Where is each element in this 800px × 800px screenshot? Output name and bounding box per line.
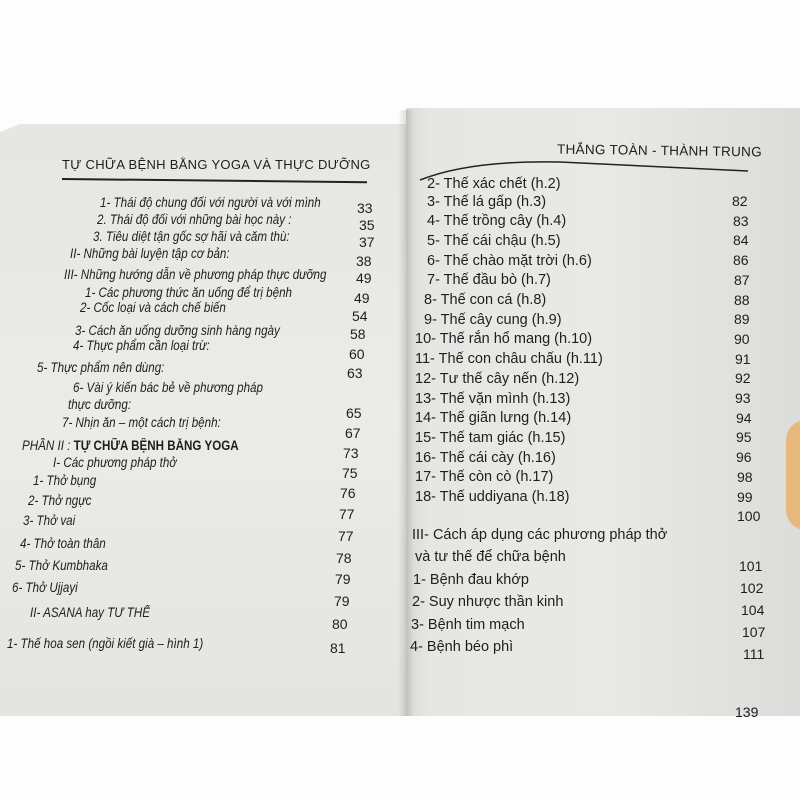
left-toc-page-number: 63	[347, 365, 363, 381]
left-toc-page-number: 38	[356, 253, 372, 269]
right-toc-page-number: 100	[737, 508, 761, 524]
right-toc-page-number: 102	[740, 580, 764, 596]
left-toc-page-number: 49	[354, 290, 370, 306]
left-toc-page-number: 77	[339, 506, 355, 522]
right-toc-page-number: 98	[737, 468, 753, 485]
left-toc-entry: 4- Thở toàn thân	[20, 536, 106, 551]
left-toc-entry: I- Các phương pháp thở	[53, 455, 177, 470]
left-toc-entry: 1- Thế hoa sen (ngồi kiết già – hình 1)	[7, 636, 204, 651]
right-toc-page-number: 83	[733, 212, 749, 229]
left-toc-page-number: 76	[340, 485, 356, 501]
left-toc-page-number: 49	[356, 270, 372, 286]
left-toc-page-number: 35	[359, 217, 375, 233]
left-toc-entry: 3. Tiêu diệt tận gốc sợ hãi và căm thù:	[93, 229, 290, 244]
left-toc-entry: 4- Thực phẩm cần loại trừ:	[73, 338, 210, 353]
left-toc-page-number: 81	[330, 640, 346, 656]
left-toc-page-number: 58	[350, 326, 366, 342]
right-toc-page-number: 84	[733, 232, 749, 249]
part-title: TỰ CHỮA BỆNH BẰNG YOGA	[73, 438, 239, 453]
left-toc-page-number: 75	[342, 465, 358, 481]
right-toc-entry: 3- Thế lá gấp (h.3)	[427, 193, 547, 210]
right-toc-page-number: 91	[735, 350, 751, 367]
left-toc-entry: III- Những hướng dẫn về phương pháp thực…	[64, 267, 327, 282]
left-toc-entry: 2- Thở ngực	[28, 493, 92, 508]
left-toc-page-number: 60	[349, 346, 365, 362]
right-toc-page-number: 95	[736, 429, 752, 446]
right-toc-page-number: 90	[734, 330, 750, 347]
right-toc-page-number: 94	[736, 409, 752, 426]
left-toc-entry: 2. Thái độ đối với những bài học này :	[97, 212, 292, 227]
left-toc-entry: 7- Nhịn ăn – một cách trị bệnh:	[62, 415, 221, 430]
right-toc-page-number: 88	[734, 291, 750, 308]
right-toc-entry: 8- Thế con cá (h.8)	[424, 292, 547, 308]
right-toc-page-number: 87	[734, 271, 750, 288]
right-toc-entry: 2- Thế xác chết (h.2)	[427, 176, 561, 192]
left-toc-page-number: 67	[345, 425, 361, 441]
book-gutter-shadow	[398, 110, 414, 716]
left-toc-entry: 3- Cách ăn uống dưỡng sinh hàng ngày	[75, 323, 280, 338]
left-toc-entry: II- Những bài luyện tập cơ bản:	[70, 246, 230, 261]
left-toc-entry: thực dưỡng:	[68, 397, 132, 412]
right-book-page	[406, 108, 800, 716]
right-toc-entry: 12- Tư thế cây nến (h.12)	[415, 370, 580, 387]
right-toc-entry: 1- Bệnh đau khớp	[413, 572, 529, 588]
right-toc-entry: 14- Thế giãn lưng (h.14)	[415, 410, 572, 427]
left-toc-entry: 6- Thở Ujjayi	[12, 580, 78, 595]
left-toc-entry: 2- Cốc loại và cách chế biến	[80, 300, 226, 315]
left-toc-page-number: 78	[336, 550, 352, 566]
right-toc-entry: 17- Thế còn cò (h.17)	[415, 469, 554, 486]
left-toc-page-number: 79	[334, 593, 350, 609]
left-toc-page-number: 37	[359, 234, 375, 250]
right-toc-page-number: 89	[734, 311, 750, 328]
part-label: PHẦN II :	[22, 438, 74, 453]
left-toc-page-number: 79	[335, 571, 351, 587]
left-toc-page-number: 33	[357, 200, 373, 216]
left-running-header: TỰ CHỮA BỆNH BẰNG YOGA VÀ THỰC DƯỠNG	[62, 157, 371, 172]
right-toc-page-number: 104	[741, 602, 765, 618]
right-toc-page-number: 111	[743, 646, 765, 662]
right-toc-entry: 10- Thế rắn hổ mang (h.10)	[415, 331, 593, 348]
right-toc-page-number: 92	[735, 370, 751, 387]
left-toc-page-number: 80	[332, 616, 348, 632]
right-toc-page-number: 101	[739, 558, 763, 574]
right-toc-page-number: 82	[732, 193, 748, 209]
left-book-page	[0, 124, 408, 716]
right-toc-page-number: 93	[735, 390, 751, 406]
right-toc-entry: 2- Suy nhược thần kinh	[412, 594, 564, 610]
left-toc-entry: 5- Thực phẩm nên dùng:	[37, 360, 165, 375]
right-toc-entry: 6- Thế chào mặt trời (h.6)	[427, 252, 592, 269]
right-toc-entry: 11- Thế con châu chấu (h.11)	[415, 351, 603, 368]
finger-holding-page	[786, 420, 800, 530]
right-toc-entry: 15- Thế tam giác (h.15)	[415, 429, 566, 446]
right-toc-entry: 9- Thế cây cung (h.9)	[424, 311, 562, 328]
left-toc-entry: PHẦN II : TỰ CHỮA BỆNH BẰNG YOGA	[22, 438, 239, 454]
page-number: 139	[735, 704, 759, 720]
left-toc-page-number: 54	[352, 308, 368, 324]
right-toc-entry: 13- Thế vặn mình (h.13)	[415, 390, 571, 407]
left-toc-entry: 5- Thở Kumbhaka	[15, 558, 108, 573]
left-toc-page-number: 77	[338, 528, 354, 544]
right-toc-page-number: 99	[737, 488, 753, 505]
left-toc-entry: 1- Thái độ chung đối với người và với mì…	[100, 195, 321, 210]
left-toc-entry: 1- Thở bụng	[33, 473, 97, 488]
left-toc-entry: 6- Vài ý kiến bác bẻ về phương pháp	[73, 380, 263, 395]
right-toc-entry: 16- Thế cái cày (h.16)	[415, 449, 556, 466]
right-toc-entry: và tư thế để chữa bệnh	[415, 549, 566, 565]
left-toc-entry: 3- Thở vai	[23, 513, 76, 528]
right-toc-entry: 7- Thế đầu bò (h.7)	[427, 272, 551, 289]
right-toc-entry: 4- Thế trồng cây (h.4)	[427, 213, 567, 230]
left-toc-entry: 1- Các phương thức ăn uống để trị bệnh	[85, 285, 292, 300]
left-toc-entry: II- ASANA hay TƯ THẾ	[30, 605, 150, 620]
right-toc-entry: 4- Bệnh béo phì	[410, 639, 514, 655]
right-toc-entry: 5- Thế cái chậu (h.5)	[427, 232, 561, 249]
right-toc-entry: 18- Thế uddiyana (h.18)	[415, 489, 570, 505]
right-toc-page-number: 86	[733, 252, 749, 269]
left-toc-page-number: 65	[346, 405, 362, 421]
right-toc-page-number: 107	[742, 624, 766, 640]
right-toc-entry: 3- Bệnh tim mạch	[411, 617, 525, 633]
right-toc-page-number: 96	[736, 449, 752, 466]
left-toc-page-number: 73	[343, 445, 359, 461]
right-toc-entry: III- Cách áp dụng các phương pháp thở	[412, 527, 668, 543]
